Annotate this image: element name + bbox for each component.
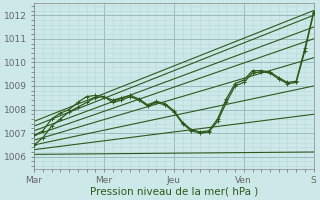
X-axis label: Pression niveau de la mer( hPa ): Pression niveau de la mer( hPa ) <box>90 187 258 197</box>
